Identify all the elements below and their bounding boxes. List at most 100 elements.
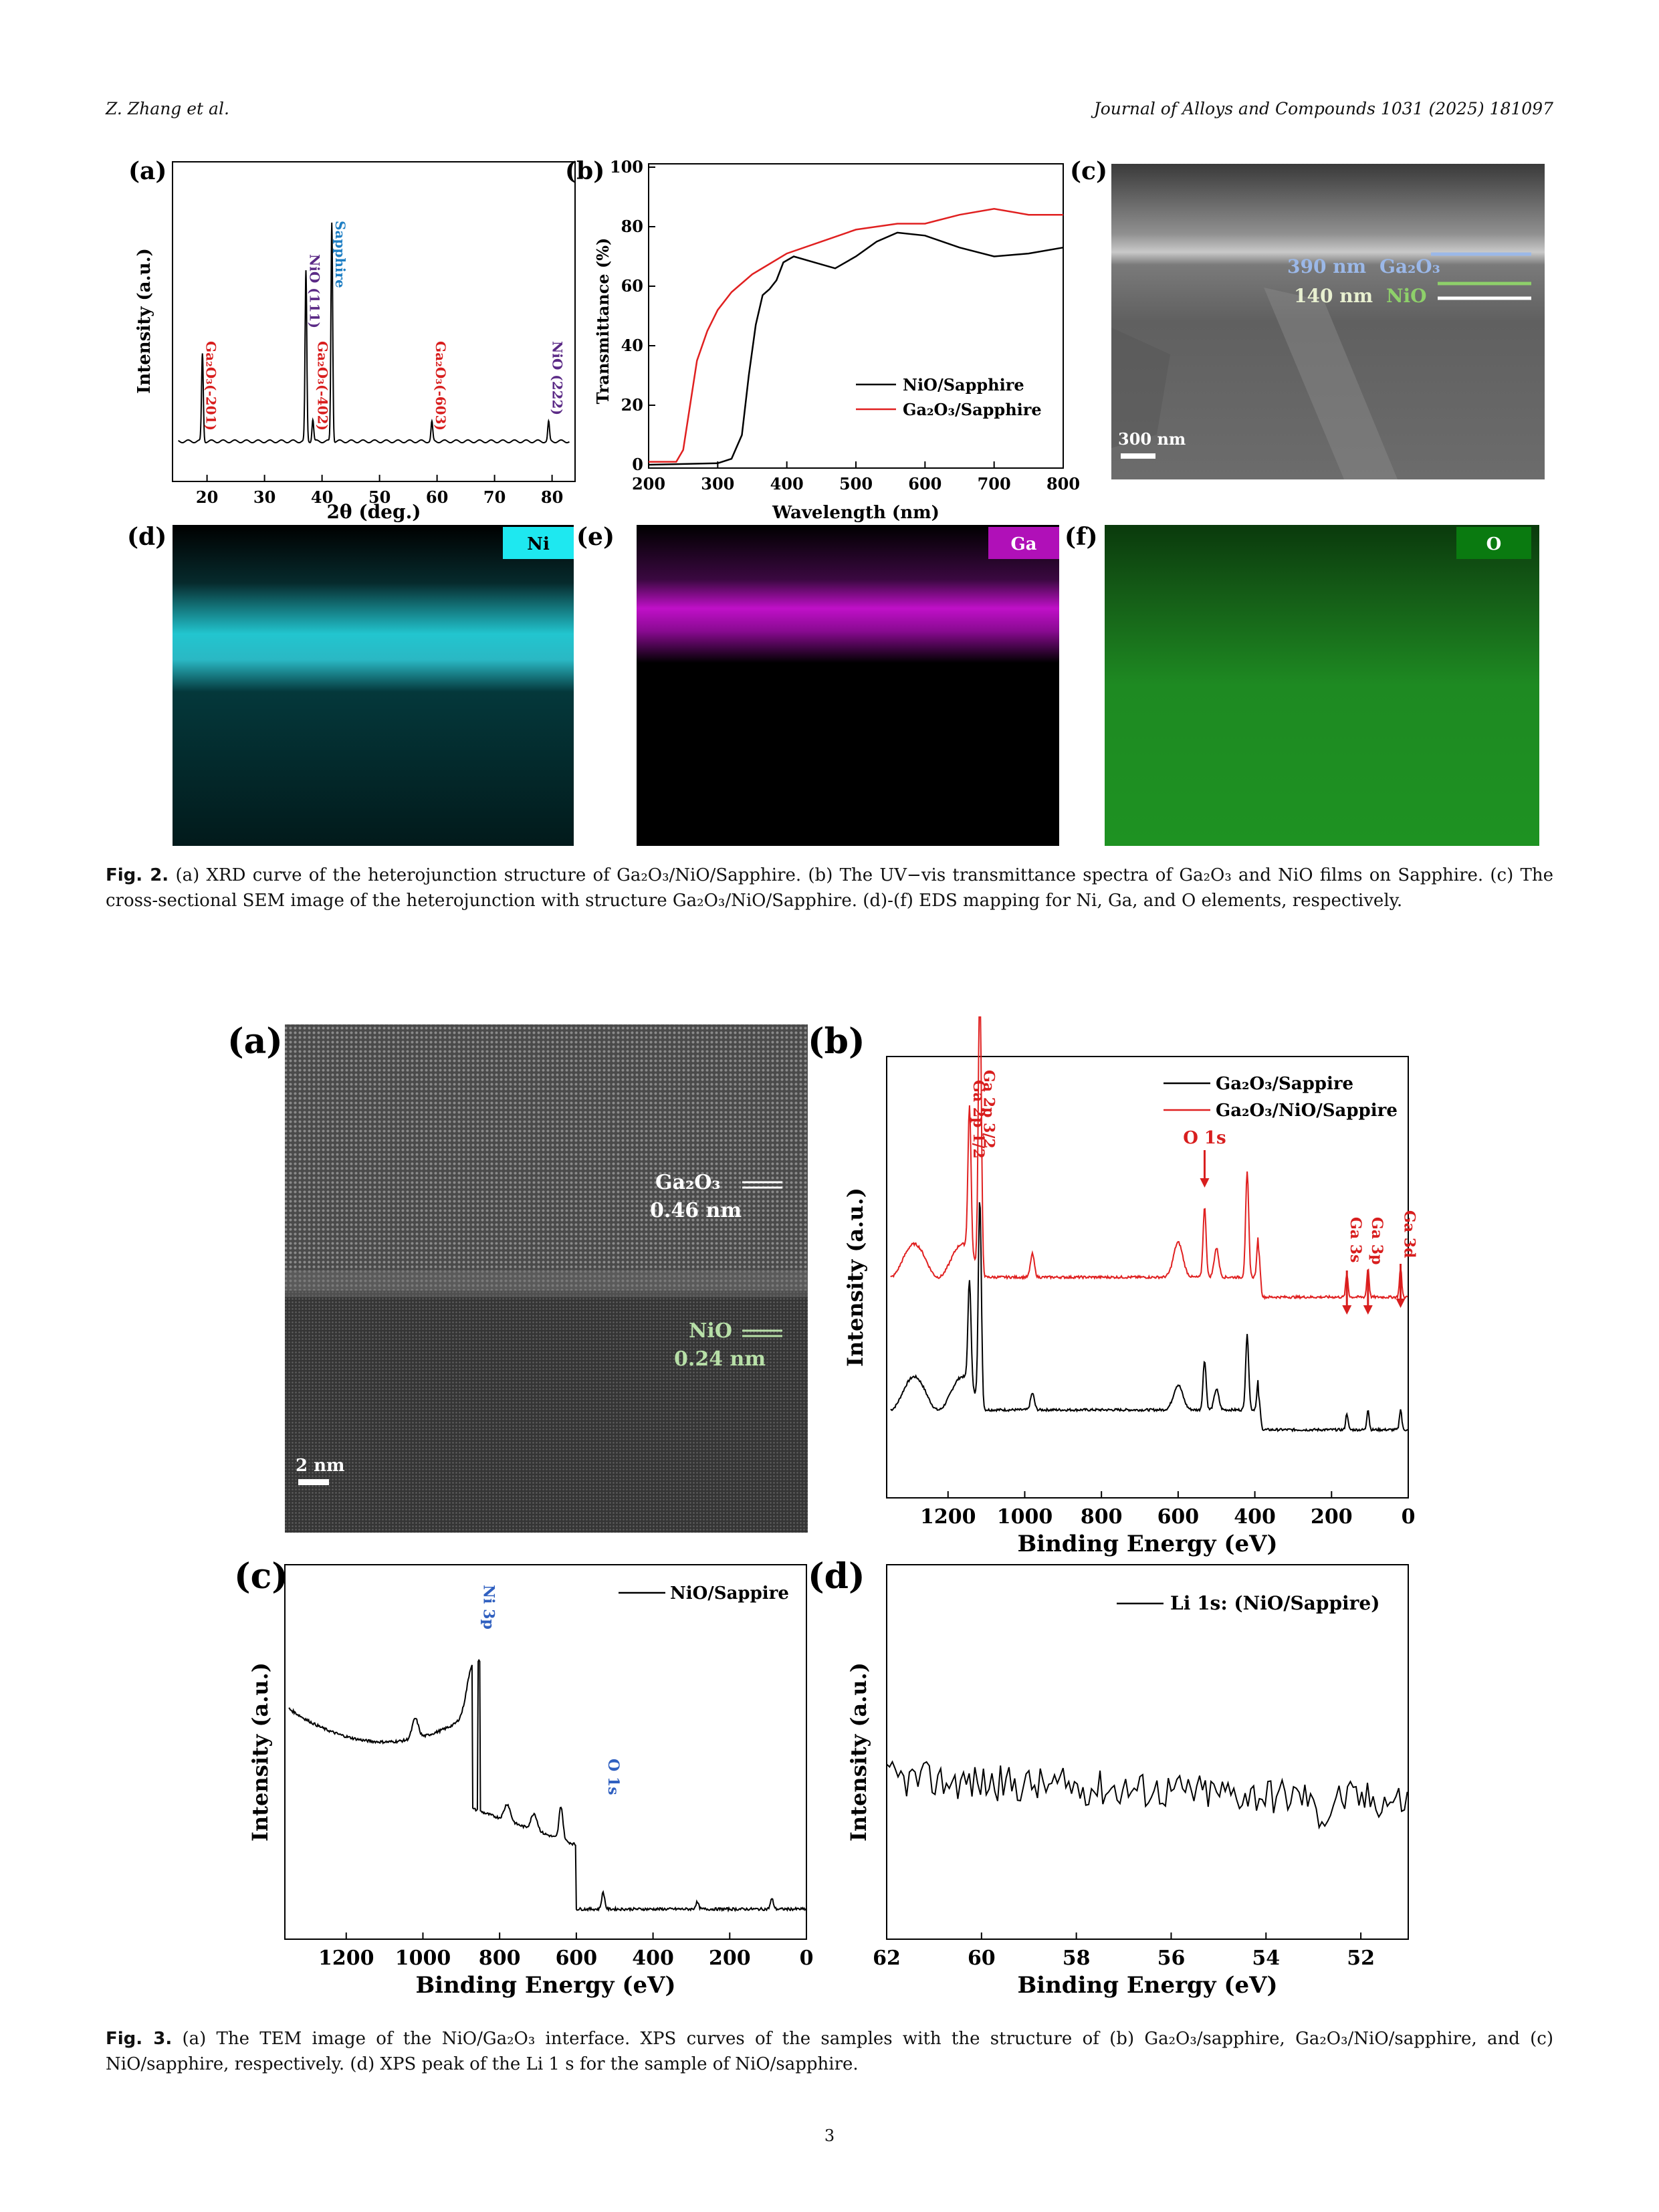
fig3c-annotation-1: O 1s (604, 1759, 622, 1795)
fig3c-x-tick-4: 400 (632, 1947, 674, 1970)
sem-layer1-material: Ga₂O₃ (1379, 255, 1440, 278)
fig3b-x-tick-1: 1000 (997, 1505, 1053, 1529)
svg-text:390 nm Ga₂O₃: 390 nm Ga₂O₃ (1287, 255, 1440, 278)
fig2-caption-text: (a) XRD curve of the heterojunction stru… (106, 865, 1553, 911)
fig3c-annotation-0: Ni 3p (480, 1585, 497, 1630)
fig2a-x-tick-2: 40 (311, 487, 333, 507)
fig3c-xps-chart: (c) 1200 1000 800 600 400 200 0 Ni 3p O 1s NiO/… (234, 1556, 813, 1999)
fig3c-y-axis-label: Intensity (a.u.) (247, 1662, 273, 1842)
fig3b-annotation-0: Ga 2p 1/2 (970, 1080, 987, 1159)
fig3b-annotation-1: Ga 2p 3/2 (980, 1070, 997, 1149)
fig2-caption-label: Fig. 2. (106, 865, 169, 885)
fig2b-y-tick-0: 0 (632, 455, 643, 474)
fig3d-x-tick-4: 54 (1252, 1947, 1280, 1970)
fig3d-x-tick-5: 52 (1347, 1947, 1375, 1970)
panel-label-c: (c) (1070, 157, 1107, 185)
eds-o-map (1105, 525, 1539, 846)
fig2a-annotation-4: Ga₂O₃(-603) (433, 341, 449, 431)
fig2-caption: Fig. 2. (a) XRD curve of the heterojunct… (106, 863, 1553, 913)
fig3-panel-label-b: (b) (808, 1021, 865, 1062)
fig3b-annotation-5: Ga 3d (1401, 1210, 1418, 1258)
fig2a-annotation-0: Ga₂O₃(-201) (203, 341, 219, 431)
fig2b-uvvis-chart: (b) 200 300 400 500 600 700 800 0 20 40 60 80 100 Ni… (565, 157, 1080, 523)
fig2b-x-tick-2: 400 (770, 474, 804, 493)
eds-ga-label: Ga (1010, 534, 1036, 554)
fig3d-x-tick-0: 62 (873, 1947, 901, 1970)
tem-scale-bar (298, 1479, 329, 1485)
panel-label-f: (f) (1065, 523, 1098, 551)
fig3d-y-axis-label: Intensity (a.u.) (846, 1662, 871, 1842)
sem-layer2-thickness: 140 nm (1294, 285, 1373, 307)
eds-ni-label: Ni (527, 534, 550, 554)
figure-3: (a) Ga₂O₃ 0.46 nm NiO 0.24 nm 2 nm (b) 1… (227, 1016, 1418, 1999)
fig3d-x-tick-3: 56 (1157, 1947, 1186, 1970)
fig2a-x-tick-5: 70 (483, 487, 506, 507)
fig3b-series-ga2o3-nio (890, 1016, 1408, 1301)
fig2b-legend-nio: NiO/Sapphire (903, 375, 1024, 395)
fig2a-x-axis-label: 2θ (deg.) (326, 501, 421, 523)
fig3c-x-tick-2: 800 (479, 1947, 521, 1970)
running-header-authors: Z. Zhang et al. (106, 99, 229, 118)
fig3c-x-tick-3: 600 (556, 1947, 598, 1970)
sem-scale-bar (1121, 453, 1155, 459)
fig3c-x-tick-5: 200 (709, 1947, 751, 1970)
fig3b-annotation-4: Ga 3p (1368, 1217, 1386, 1264)
fig2b-x-tick-6: 800 (1046, 474, 1080, 493)
fig2b-y-tick-5: 100 (610, 157, 643, 177)
fig2a-annotation-1: NiO (111) (307, 254, 323, 328)
fig3c-legend: NiO/Sappire (619, 1583, 789, 1603)
fig2b-y-axis-label: Transmittance (%) (593, 238, 613, 405)
tem-scale-label: 2 nm (296, 1456, 345, 1476)
fig2a-annotation-5: NiO (222) (549, 341, 565, 415)
fig3b-legend: Ga₂O₃/Sappire Ga₂O₃/NiO/Sappire (1164, 1074, 1398, 1121)
fig3-panel-label-d: (d) (808, 1556, 865, 1597)
fig3-panel-label-a: (a) (227, 1021, 283, 1062)
fig2a-y-axis-label: Intensity (a.u.) (134, 248, 154, 394)
fig3d-xps-chart: (d) 62 60 58 56 54 52 Li 1s: (NiO/Sappire) Bi… (808, 1556, 1409, 1999)
fig2b-legend-ga2o3: Ga₂O₃/Sapphire (903, 400, 1042, 419)
page-number: 3 (824, 2126, 835, 2145)
eds-o-tag (1456, 527, 1531, 559)
fig3b-legend-s0: Ga₂O₃/Sappire (1216, 1074, 1353, 1094)
fig3d-series-li1s (886, 1760, 1408, 1830)
fig2b-y-tick-3: 60 (621, 276, 643, 296)
fig3b-xps-chart: (b) 1200 1000 800 600 400 200 0 Ga 2p 1/2Ga 2p… (808, 1016, 1418, 1557)
fig2a-plot-frame (172, 161, 576, 482)
fig3c-x-tick-1: 1000 (395, 1947, 451, 1970)
panel-label-e: (e) (576, 523, 615, 551)
fig3c-legend-s0: NiO/Sappire (670, 1583, 789, 1603)
eds-ga-map (637, 525, 1059, 846)
fig3-caption-label: Fig. 3. (106, 2029, 173, 2049)
fig2b-y-tick-4: 80 (621, 217, 643, 236)
fig3d-x-tick-1: 60 (968, 1947, 996, 1970)
fig3b-x-axis-label: Binding Energy (eV) (1017, 1531, 1277, 1557)
fig3b-x-tick-4: 400 (1234, 1505, 1276, 1529)
fig2a-annotation-3: Sapphire (332, 221, 348, 288)
fig3a-tem-image: (a) Ga₂O₃ 0.46 nm NiO 0.24 nm 2 nm (227, 1021, 808, 1533)
fig2b-x-tick-0: 200 (632, 474, 665, 493)
tem-upper-ga2o3 (285, 1024, 808, 1291)
fig3c-x-tick-6: 0 (800, 1947, 814, 1970)
eds-ga-tag (988, 527, 1059, 559)
tem-lower-nio (285, 1291, 808, 1533)
fig2b-series-ga2o3 (649, 208, 1063, 463)
fig2e-eds-ga: (e) Ga (576, 523, 1059, 846)
eds-ni-map (173, 525, 574, 846)
fig3-caption-text: (a) The TEM image of the NiO/Ga₂O₃ inter… (106, 2029, 1553, 2074)
fig2a-x-tick-1: 30 (253, 487, 275, 507)
tem-nio-spacing: 0.24 nm (674, 1347, 766, 1371)
fig2f-eds-o: (f) O (1065, 523, 1539, 846)
fig3b-x-tick-2: 800 (1081, 1505, 1123, 1529)
fig2b-x-tick-4: 600 (908, 474, 942, 493)
eds-o-label: O (1486, 534, 1502, 554)
panel-label-a: (a) (128, 157, 167, 185)
fig3c-x-axis-label: Binding Energy (eV) (415, 1972, 675, 1999)
panel-label-d: (d) (127, 523, 167, 551)
running-header-journal: Journal of Alloys and Compounds 1031 (20… (1093, 99, 1553, 118)
fig2d-eds-ni: (d) Ni (127, 523, 574, 846)
fig2a-xrd-chart: (a) 20 30 40 50 60 70 80 Ga₂O₃(-201) NiO (111) G… (128, 157, 576, 523)
fig2a-x-tick-3: 50 (368, 487, 391, 507)
fig3b-x-tick-5: 200 (1311, 1505, 1353, 1529)
fig3b-plot-frame (886, 1056, 1409, 1499)
sem-layer2-material: NiO (1386, 285, 1427, 307)
